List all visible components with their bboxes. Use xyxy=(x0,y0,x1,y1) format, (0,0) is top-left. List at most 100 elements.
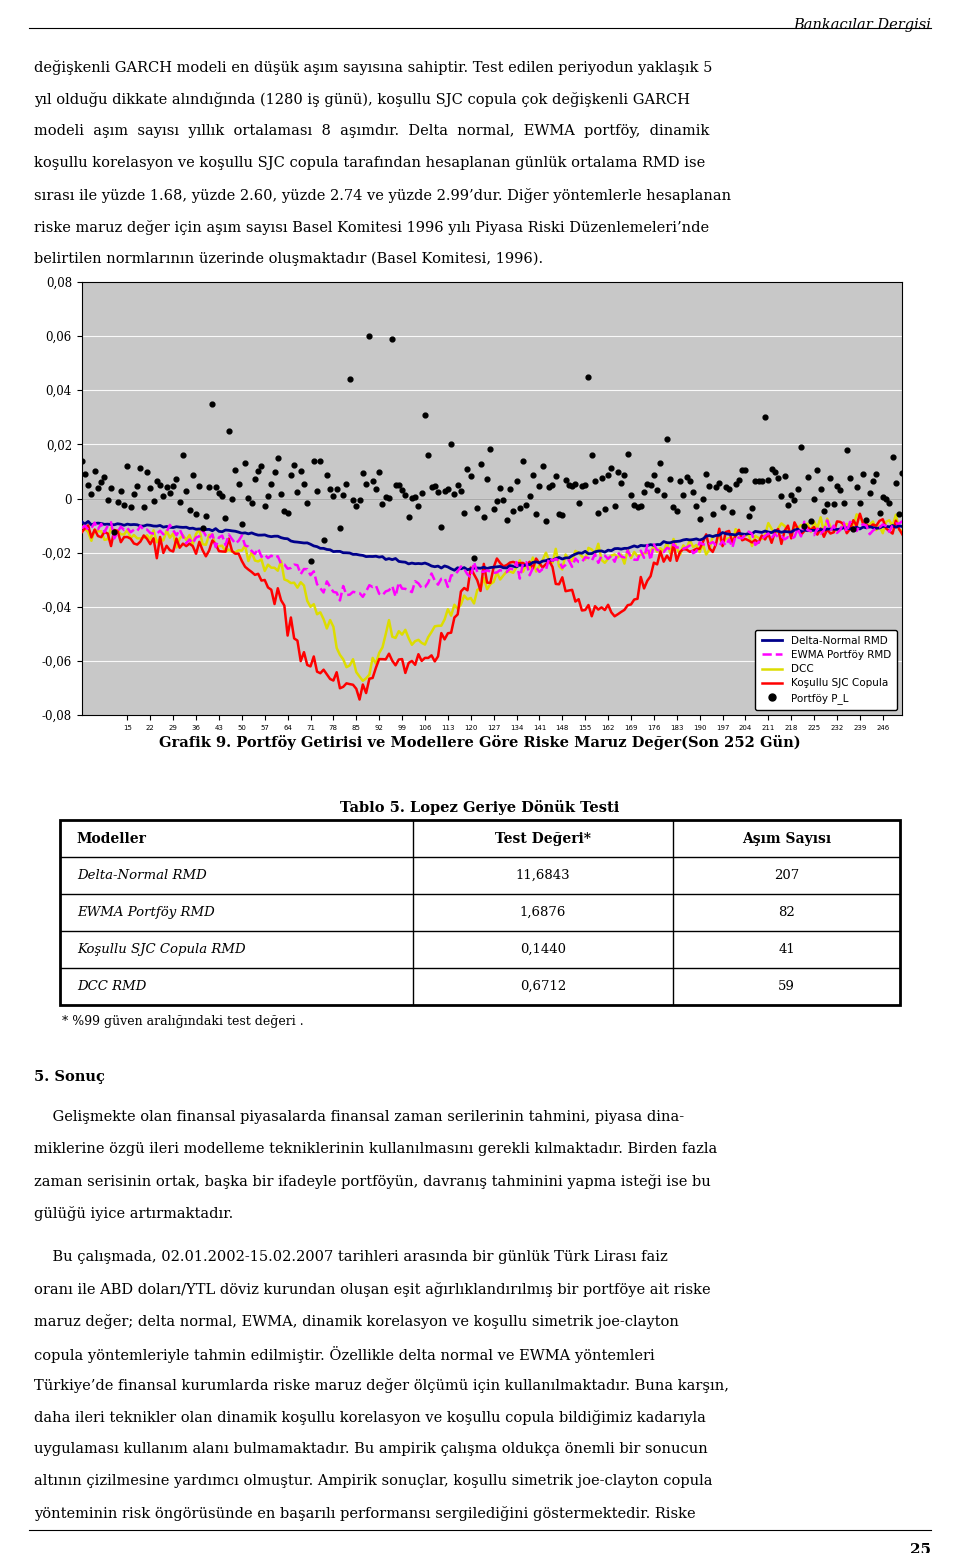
Point xyxy=(427,474,443,499)
Text: copula yöntemleriyle tahmin edilmiştir. Özellikle delta normal ve EWMA yöntemler: copula yöntemleriyle tahmin edilmiştir. … xyxy=(34,1346,655,1364)
Text: zaman serisinin ortak, başka bir ifadeyle portföyün, davranış tahminini yapma is: zaman serisinin ortak, başka bir ifadeyl… xyxy=(34,1174,710,1190)
Point xyxy=(660,427,675,452)
Point xyxy=(630,495,645,520)
Point xyxy=(228,458,243,483)
Point xyxy=(846,516,861,540)
Point xyxy=(499,508,515,533)
Point xyxy=(800,464,815,489)
Point xyxy=(381,486,396,511)
Point xyxy=(597,497,612,522)
Point xyxy=(388,472,403,497)
Point xyxy=(248,466,263,491)
Point xyxy=(859,508,875,533)
Point xyxy=(283,463,299,488)
Point xyxy=(257,494,273,519)
Point xyxy=(181,499,197,523)
Point xyxy=(267,460,282,485)
Point xyxy=(202,474,217,499)
Point xyxy=(737,458,753,483)
Point xyxy=(441,477,456,502)
Point xyxy=(139,460,155,485)
Point xyxy=(646,463,661,488)
Point xyxy=(362,323,377,348)
Point xyxy=(525,463,540,488)
Point xyxy=(571,491,587,516)
Text: değişkenli GARCH modeli en düşük aşım sayısına sahiptir. Test edilen periyodun y: değişkenli GARCH modeli en düşük aşım sa… xyxy=(34,61,712,75)
Point xyxy=(149,469,164,494)
Text: maruz değer; delta normal, EWMA, dinamik korelasyon ve koşullu simetrik joe-clay: maruz değer; delta normal, EWMA, dinamik… xyxy=(34,1314,679,1329)
Point xyxy=(302,548,318,573)
Text: 1,6876: 1,6876 xyxy=(519,905,566,919)
Point xyxy=(195,516,210,540)
Point xyxy=(876,485,891,509)
Text: yönteminin risk öngörüsünde en başarılı performansı sergilediğini göstermektedir: yönteminin risk öngörüsünde en başarılı … xyxy=(34,1506,695,1520)
Point xyxy=(607,494,622,519)
Point xyxy=(231,472,247,497)
Point xyxy=(109,489,125,514)
Point xyxy=(829,474,845,499)
Point xyxy=(198,503,213,528)
Text: Türkiye’de finansal kurumlarda riske maruz değer ölçümü için kullanılmaktadır. B: Türkiye’de finansal kurumlarda riske mar… xyxy=(34,1378,729,1393)
Point xyxy=(708,475,724,500)
Text: EWMA Portföy RMD: EWMA Portföy RMD xyxy=(77,905,214,919)
Point xyxy=(450,472,466,497)
Point xyxy=(888,471,903,495)
Point xyxy=(372,460,387,485)
Text: Bankacılar Dergisi: Bankacılar Dergisi xyxy=(793,19,931,33)
Point xyxy=(806,488,822,512)
Point xyxy=(771,466,786,491)
Point xyxy=(683,469,698,494)
Point xyxy=(397,483,413,508)
Point xyxy=(87,458,103,483)
Point xyxy=(820,491,835,516)
Point xyxy=(636,480,652,505)
Point xyxy=(783,483,799,508)
Point xyxy=(358,472,373,497)
Point xyxy=(623,483,638,508)
Point xyxy=(323,477,338,502)
Point xyxy=(251,458,266,483)
Point xyxy=(755,467,770,492)
Point xyxy=(767,460,782,485)
Point xyxy=(613,471,629,495)
Point xyxy=(878,488,894,512)
Point xyxy=(395,478,410,503)
Point xyxy=(355,461,371,486)
Point xyxy=(486,497,501,522)
Point xyxy=(885,444,900,469)
Text: uygulaması kullanım alanı bulmamaktadır. Bu ampirik çalışma oldukça önemli bir s: uygulaması kullanım alanı bulmamaktadır.… xyxy=(34,1443,708,1457)
Point xyxy=(702,474,717,499)
Text: Aşım Sayısı: Aşım Sayısı xyxy=(742,831,831,845)
Text: modeli  aşım  sayısı  yıllık  ortalaması  8  aşımdır.  Delta  normal,  EWMA  por: modeli aşım sayısı yıllık ortalaması 8 a… xyxy=(34,124,709,138)
Point xyxy=(567,472,583,497)
Text: daha ileri teknikler olan dinamik koşullu korelasyon ve koşullu copula bildiğimi: daha ileri teknikler olan dinamik koşull… xyxy=(34,1410,706,1426)
Text: altının çizilmesine yardımcı olmuştur. Ampirik sonuçlar, koşullu simetrik joe-cl: altının çizilmesine yardımcı olmuştur. A… xyxy=(34,1474,712,1488)
Text: 25: 25 xyxy=(910,1544,931,1553)
Point xyxy=(522,485,538,509)
Point xyxy=(234,511,250,536)
Point xyxy=(813,477,828,502)
Point xyxy=(280,500,296,525)
Legend: Delta-Normal RMD, EWMA Portföy RMD, DCC, Koşullu SJC Copula, Portföy P_L: Delta-Normal RMD, EWMA Portföy RMD, DCC,… xyxy=(756,629,898,710)
Point xyxy=(123,494,138,519)
Point xyxy=(539,508,554,533)
Point xyxy=(453,478,468,503)
Text: Bu çalışmada, 02.01.2002-15.02.2007 tarihleri arasında bir günlük Türk Lirası fa: Bu çalışmada, 02.01.2002-15.02.2007 tari… xyxy=(34,1250,667,1264)
Point xyxy=(100,488,115,512)
Point xyxy=(516,449,531,474)
Point xyxy=(369,477,384,502)
Point xyxy=(862,480,877,505)
Point xyxy=(274,481,289,506)
Point xyxy=(705,502,720,526)
Point xyxy=(551,502,566,526)
Point xyxy=(852,491,868,516)
Point xyxy=(214,483,229,508)
Point xyxy=(881,491,897,516)
Point xyxy=(699,461,714,486)
Point xyxy=(270,446,285,471)
Text: miklerine özgü ileri modelleme tekniklerinin kullanılmasını gerekli kılmaktadır.: miklerine özgü ileri modelleme teknikler… xyxy=(34,1141,717,1155)
Point xyxy=(650,478,665,503)
Point xyxy=(721,477,736,502)
Point xyxy=(120,453,135,478)
Point xyxy=(204,391,220,416)
